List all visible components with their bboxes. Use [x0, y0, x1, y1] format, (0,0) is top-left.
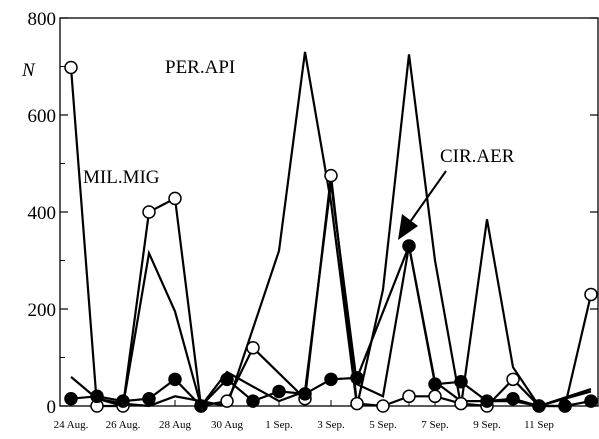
data-point-cir-aer — [168, 372, 182, 387]
data-point-open-circle-series — [220, 394, 234, 408]
data-point-cir-aer — [350, 371, 364, 385]
plot-frame — [59, 17, 599, 407]
series-markers — [64, 60, 598, 413]
data-point-cir-aer — [246, 394, 260, 408]
data-point-open-circle-series — [142, 205, 156, 219]
x-tick-label: 11 Sep — [524, 419, 554, 431]
y-tick-label: 0 — [47, 397, 57, 418]
series-lines — [69, 51, 593, 409]
data-point-cir-aer — [480, 394, 494, 408]
x-tick-label: 24 Aug. — [54, 419, 89, 431]
y-axis-title: N — [21, 60, 36, 81]
y-tick-label: 600 — [28, 106, 57, 127]
y-axis: 0 200 400 600 800 — [28, 9, 598, 418]
x-tick-label: 5 Sep. — [369, 419, 397, 431]
y-tick-label: 400 — [28, 203, 57, 224]
data-point-cir-aer — [142, 391, 156, 406]
data-point-open-circle-series — [350, 396, 364, 411]
y-tick-label: 200 — [28, 300, 57, 321]
data-point-cir-aer — [116, 394, 130, 408]
data-point-cir-aer — [402, 239, 416, 253]
data-point-cir-aer — [220, 372, 234, 387]
data-point-cir-aer — [584, 394, 598, 408]
data-point-cir-aer — [428, 377, 442, 391]
x-tick-label: 1 Sep. — [265, 419, 293, 431]
data-point-cir-aer — [532, 399, 546, 413]
x-tick-label: 28 Aug — [159, 419, 192, 431]
cir-aer-arrow — [398, 170, 447, 240]
x-tick-label: 26 Aug. — [106, 419, 141, 431]
data-point-open-circle-series — [428, 389, 442, 404]
data-point-open-circle-series — [506, 372, 520, 387]
data-point-cir-aer — [454, 375, 468, 389]
label-cir-aer: CIR.AER — [440, 146, 515, 167]
label-per-api: PER.API — [165, 57, 235, 78]
x-tick-label: 3 Sep. — [317, 419, 345, 431]
data-point-open-circle-series — [454, 396, 468, 411]
data-point-cir-aer — [272, 384, 286, 399]
data-point-cir-aer — [324, 372, 338, 387]
data-point-open-circle-series — [584, 287, 598, 302]
data-point-cir-aer — [558, 399, 572, 413]
data-point-cir-aer — [298, 387, 312, 401]
data-point-open-circle-series — [168, 191, 182, 206]
data-point-open-circle-series — [402, 389, 416, 404]
y-tick-label: 800 — [28, 9, 57, 30]
series-line-per-api — [70, 51, 592, 408]
data-point-open-circle-series — [324, 168, 338, 183]
data-point-cir-aer — [506, 391, 520, 406]
label-mil-mig: MIL.MIG — [83, 167, 160, 188]
data-point-cir-aer — [90, 389, 104, 404]
series-line-open-circle-series — [69, 67, 593, 408]
data-point-cir-aer — [64, 391, 78, 406]
x-tick-label: 9 Sep. — [473, 419, 501, 431]
x-tick-label: 7 Sep. — [421, 419, 449, 431]
data-point-open-circle-series — [246, 341, 260, 355]
data-point-open-circle-series — [64, 60, 78, 75]
data-point-cir-aer — [194, 399, 208, 413]
x-tick-label: 30 Aug — [211, 419, 244, 431]
data-point-open-circle-series — [376, 399, 390, 413]
